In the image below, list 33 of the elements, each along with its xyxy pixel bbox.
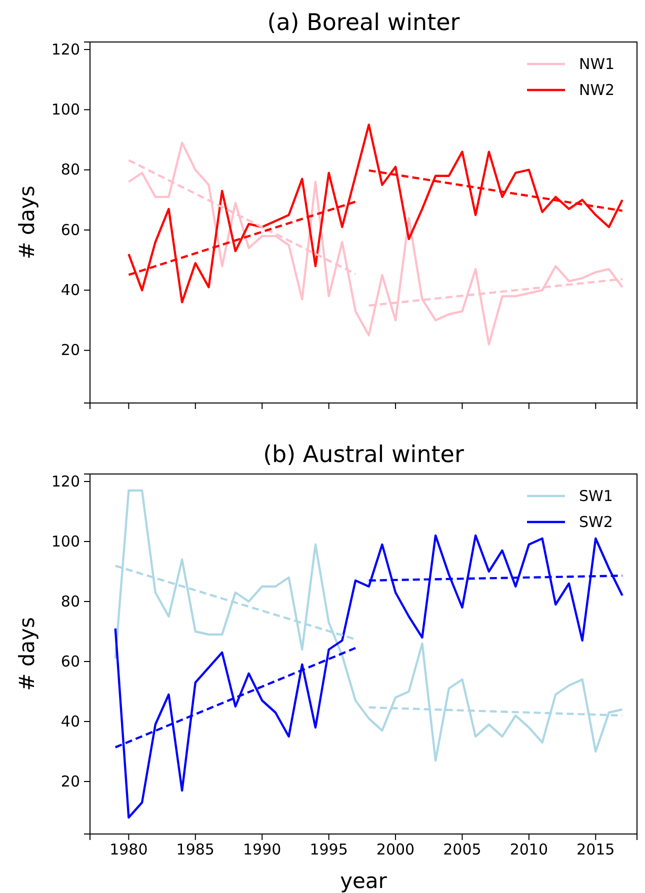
line-series — [114, 489, 624, 762]
y-tick-label: 120 — [51, 40, 80, 58]
y-tick-label: 60 — [60, 652, 80, 670]
x-tick-label: 2005 — [443, 840, 482, 859]
line-series — [128, 124, 624, 304]
x-tick-label: 1980 — [110, 840, 148, 859]
y-axis-title: # days — [15, 186, 39, 260]
x-tick-label: 2015 — [576, 840, 615, 859]
y-tick-label: 40 — [60, 280, 80, 299]
legend-label: NW2 — [579, 81, 615, 99]
chart-title: (a) Boreal winter — [267, 10, 460, 36]
x-tick-label: 1985 — [176, 840, 214, 859]
line-series — [128, 142, 624, 346]
x-tick-label: 2010 — [510, 840, 548, 859]
x-tick-label: 2000 — [376, 840, 415, 859]
y-tick-label: 80 — [60, 592, 80, 610]
y-tick-label: 20 — [60, 341, 80, 360]
chart-title: (b) Austral winter — [263, 442, 464, 468]
y-tick-label: 100 — [51, 100, 80, 118]
y-tick-label: 80 — [60, 160, 80, 179]
y-tick-label: 100 — [51, 532, 80, 550]
x-tick-label: 1990 — [243, 840, 282, 859]
x-axis-title: year — [340, 869, 388, 893]
legend-label: SW1 — [579, 487, 613, 505]
y-tick-label: 120 — [51, 472, 80, 490]
y-tick-label: 20 — [60, 772, 80, 790]
y-tick-label: 40 — [60, 712, 80, 730]
line-series — [114, 534, 624, 819]
legend-label: SW2 — [579, 513, 613, 531]
y-axis-title: # days — [15, 617, 39, 691]
x-tick-label: 1995 — [310, 840, 348, 859]
y-tick-label: 60 — [60, 220, 80, 239]
legend-label: NW1 — [579, 55, 615, 73]
